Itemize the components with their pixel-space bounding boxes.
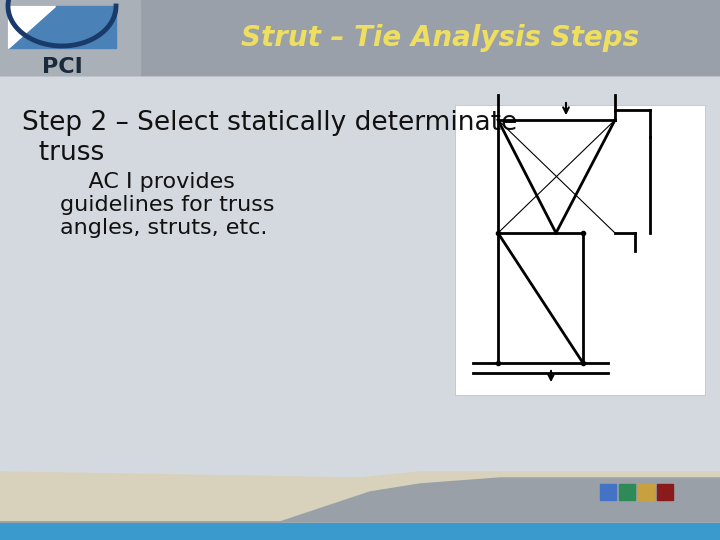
Bar bbox=[657, 484, 673, 500]
Text: PCI: PCI bbox=[42, 57, 82, 77]
Bar bbox=[8, 6, 116, 48]
Bar bbox=[0, 0, 720, 75]
Bar bbox=[600, 484, 616, 500]
Text: Step 2 – Select statically determinate
  truss: Step 2 – Select statically determinate t… bbox=[22, 110, 517, 166]
Bar bbox=[619, 484, 635, 500]
Bar bbox=[140, 0, 720, 75]
Polygon shape bbox=[8, 6, 55, 48]
Text: AC I provides
guidelines for truss
angles, struts, etc.: AC I provides guidelines for truss angle… bbox=[60, 172, 274, 238]
Bar bbox=[455, 105, 705, 395]
Polygon shape bbox=[0, 472, 720, 522]
Text: Strut – Tie Analysis Steps: Strut – Tie Analysis Steps bbox=[241, 24, 639, 52]
Bar bbox=[0, 0, 140, 75]
Bar bbox=[0, 522, 720, 540]
Polygon shape bbox=[0, 478, 720, 522]
Bar bbox=[638, 484, 654, 500]
